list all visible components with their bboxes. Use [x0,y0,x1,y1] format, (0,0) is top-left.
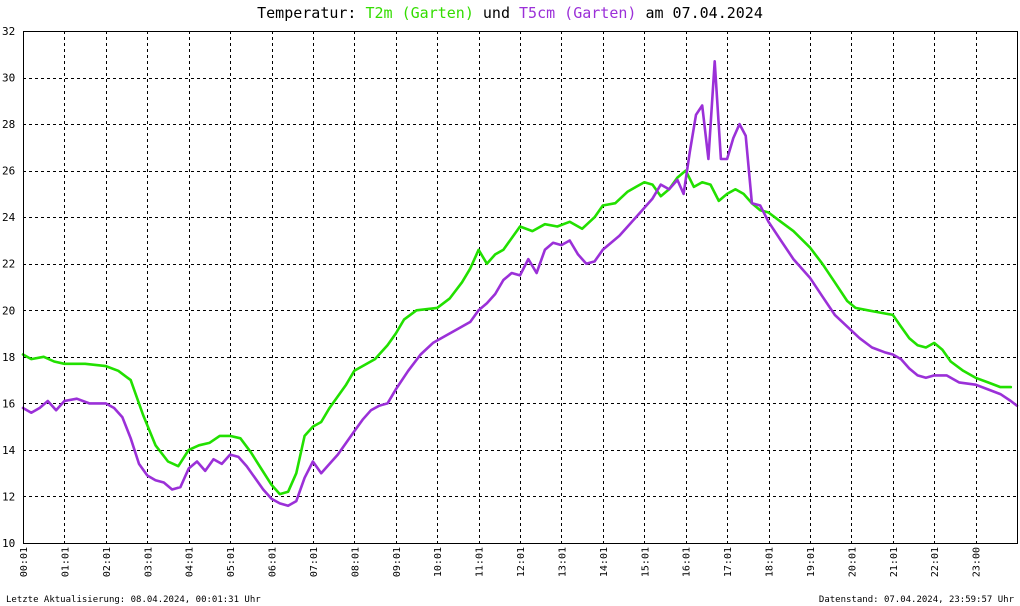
x-tick-label: 00:01 [19,547,30,577]
series-line-t5cm [21,60,1019,508]
x-tick-label: 08:01 [350,547,361,577]
x-tick-label: 17:01 [723,547,734,577]
y-tick-label: 16 [2,397,15,410]
y-tick-label: 12 [2,490,15,503]
y-tick-label: 28 [2,118,15,131]
series-lines [21,60,1019,508]
x-tick-label: 11:01 [475,547,486,577]
x-tick-label: 06:01 [268,547,279,577]
y-tick-label: 24 [2,211,16,224]
y-axis-ticks: 10 12 14 16 18 20 22 24 26 28 30 32 [2,25,16,550]
title-middle: und [473,4,520,22]
data-status-text: Datenstand: 07.04.2024, 23:59:57 Uhr [818,595,1014,605]
x-tick-label: 21:01 [889,547,900,577]
y-tick-label: 18 [2,351,15,364]
x-tick-label: 09:01 [392,547,403,577]
title-series-t5cm: T5cm (Garten) [519,4,637,22]
y-tick-label: 10 [2,537,15,550]
title-suffix: am 07.04.2024 [636,4,763,22]
x-tick-label: 15:01 [640,547,651,577]
x-tick-label: 23:00 [972,547,983,577]
y-tick-label: 32 [2,25,15,38]
x-tick-label: 12:01 [516,547,527,577]
grid [23,31,1017,543]
x-tick-label: 07:01 [309,547,320,577]
series-line-t2m [21,169,1013,496]
title-series-t2m: T2m (Garten) [365,4,474,22]
x-tick-label: 16:01 [682,547,693,577]
x-tick-label: 22:01 [930,547,941,577]
x-tick-label: 02:01 [102,547,113,577]
x-axis-ticks: 00:01 01:01 02:01 03:01 04:01 05:01 06:01 07:01… [19,547,983,577]
plot-frame [23,31,1018,544]
x-tick-label: 13:01 [557,547,568,577]
x-tick-label: 05:01 [226,547,237,577]
x-tick-label: 10:01 [433,547,444,577]
x-tick-label: 19:01 [806,547,817,577]
x-tick-label: 01:01 [60,547,71,577]
x-tick-label: 04:01 [185,547,196,577]
y-tick-label: 22 [2,258,15,271]
x-tick-label: 20:01 [847,547,858,577]
y-tick-label: 20 [2,304,15,317]
x-tick-label: 18:01 [765,547,776,577]
last-update-text: Letzte Aktualisierung: 08.04.2024, 00:01… [6,595,261,605]
x-tick-label: 03:01 [143,547,154,577]
y-tick-label: 26 [2,165,15,178]
y-tick-label: 14 [2,444,16,457]
x-tick-label: 14:01 [599,547,610,577]
title-prefix: Temperatur: [257,4,366,22]
chart-title: Temperatur: T2m (Garten) und T5cm (Garte… [0,4,1020,22]
y-tick-label: 30 [2,72,15,85]
